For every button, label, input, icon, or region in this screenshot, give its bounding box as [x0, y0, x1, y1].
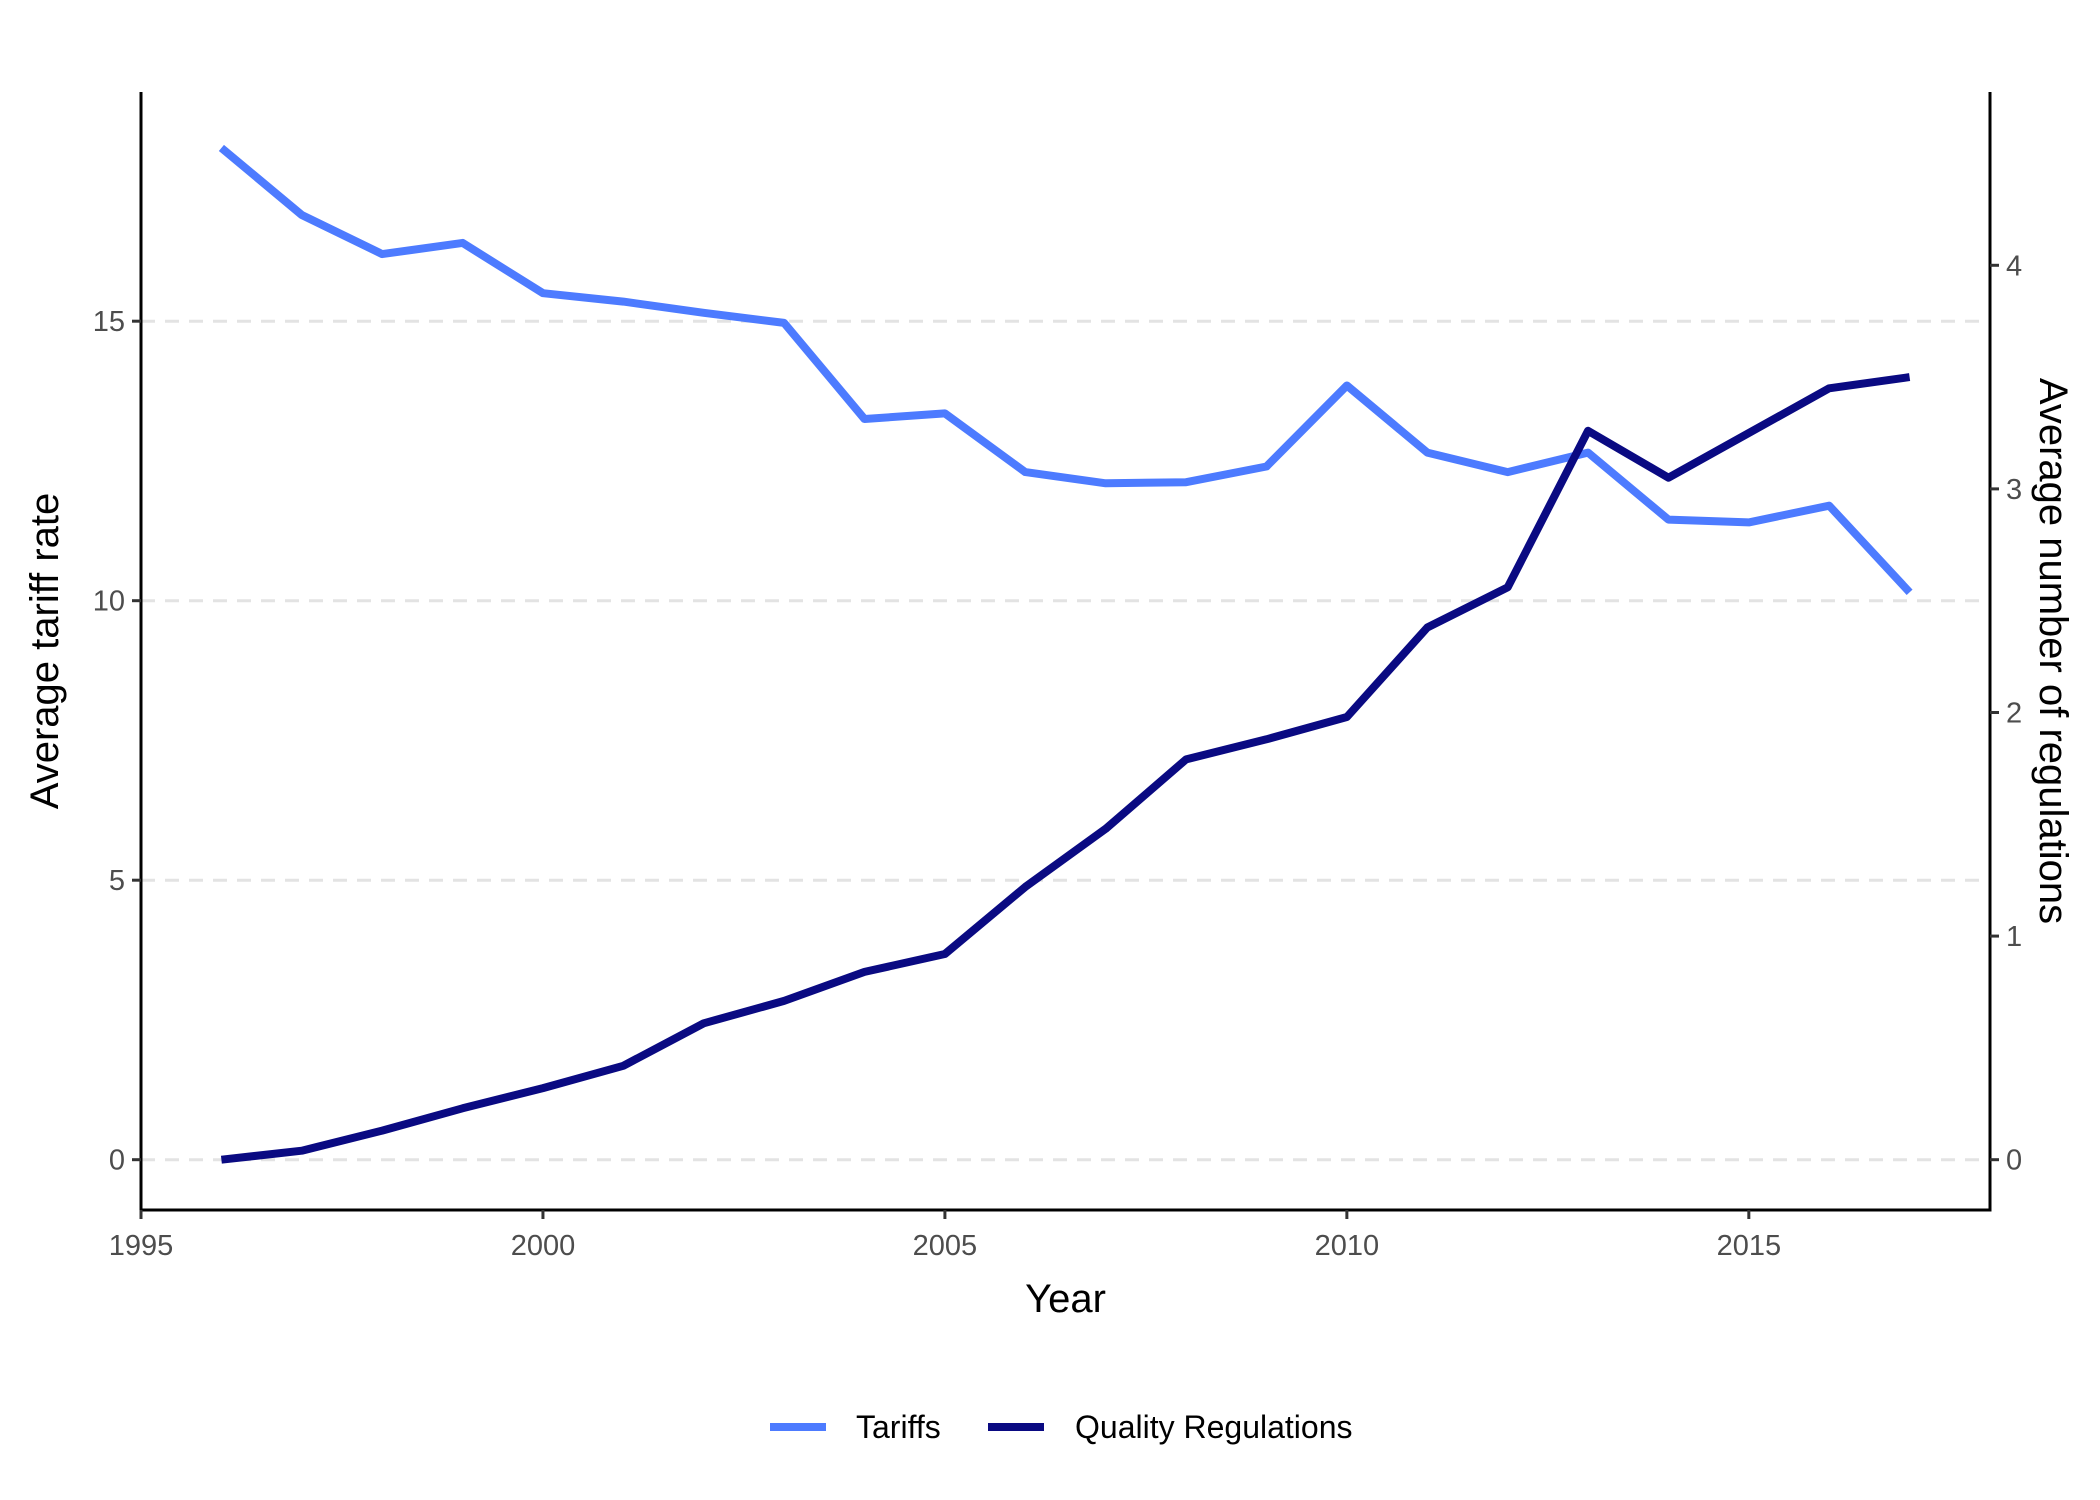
y2-tick-label-3: 3 [2006, 474, 2022, 506]
x-tick-label-2005: 2005 [913, 1230, 978, 1262]
x-tick-label-2010: 2010 [1315, 1230, 1380, 1262]
legend-label-quality-regulations: Quality Regulations [1075, 1409, 1352, 1445]
y-tick-label-0: 0 [109, 1145, 125, 1177]
y-axis-title: Average tariff rate [23, 493, 67, 809]
legend-label-tariffs: Tariffs [856, 1409, 941, 1445]
y2-tick-label-1: 1 [2006, 921, 2022, 953]
y2-tick-label-0: 0 [2006, 1145, 2022, 1177]
x-tick-label-2015: 2015 [1717, 1230, 1782, 1262]
y2-tick-label-4: 4 [2006, 250, 2022, 282]
x-axis-title: Year [1025, 1277, 1106, 1321]
series-line-tariffs [218, 144, 1913, 596]
tick-labels: 0 5 10 15 0 1 2 3 4 1995 2000 2005 2010 2015 [93, 250, 2022, 1262]
y2-axis-title: Average number of regulations [2031, 378, 2075, 924]
x-tick-label-1995: 1995 [109, 1230, 174, 1262]
series-line-quality-regulations [220, 373, 1911, 1164]
x-tick-label-2000: 2000 [511, 1230, 576, 1262]
legend: Tariffs Quality Regulations [770, 1409, 1352, 1445]
tick-marks [132, 263, 1999, 1219]
y2-tick-label-2: 2 [2006, 697, 2022, 729]
axes [139, 92, 1992, 1212]
y-tick-label-10: 10 [93, 586, 125, 618]
series-lines [218, 144, 1913, 1164]
y-tick-label-5: 5 [109, 865, 125, 897]
y-tick-label-15: 15 [93, 306, 125, 338]
grid-lines [141, 319, 1990, 1162]
